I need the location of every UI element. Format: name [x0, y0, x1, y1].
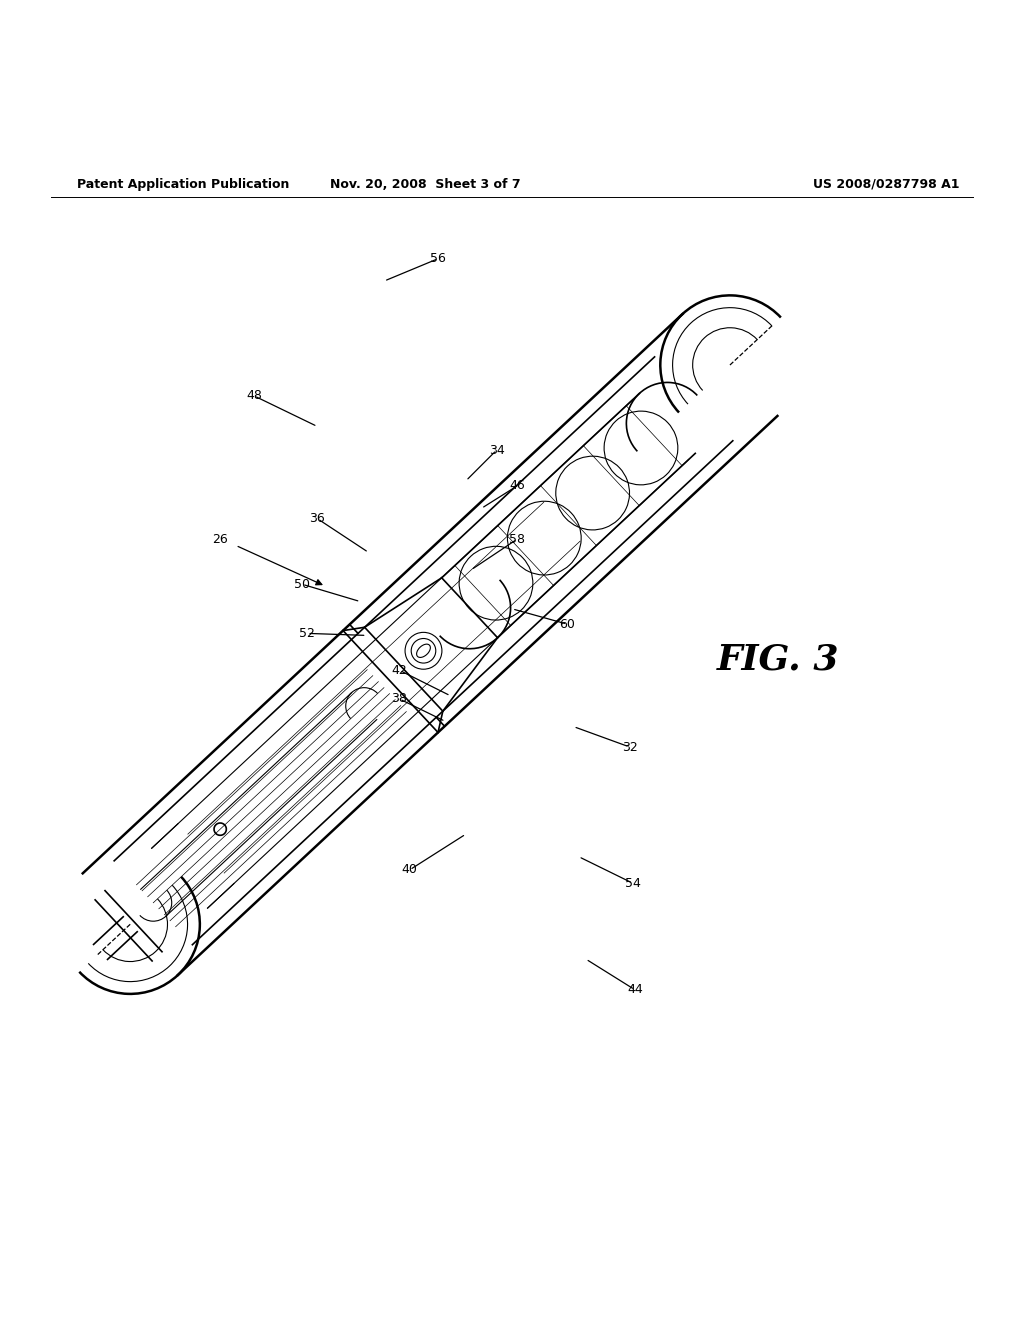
- Text: 60: 60: [559, 618, 575, 631]
- Text: 56: 56: [430, 252, 446, 265]
- Text: 26: 26: [212, 533, 228, 545]
- Text: 36: 36: [309, 512, 326, 525]
- Text: 58: 58: [509, 533, 525, 545]
- Text: 38: 38: [391, 693, 408, 705]
- Text: 52: 52: [299, 627, 315, 640]
- Text: 50: 50: [294, 578, 310, 591]
- Text: US 2008/0287798 A1: US 2008/0287798 A1: [812, 178, 959, 191]
- Text: 42: 42: [391, 664, 408, 677]
- Text: 48: 48: [246, 389, 262, 403]
- Text: 40: 40: [401, 863, 418, 876]
- Text: 34: 34: [488, 444, 505, 457]
- Text: 54: 54: [625, 876, 641, 890]
- Text: 46: 46: [509, 479, 525, 492]
- Text: 32: 32: [622, 741, 638, 754]
- Text: 44: 44: [627, 983, 643, 997]
- Text: Patent Application Publication: Patent Application Publication: [77, 178, 289, 191]
- Text: Nov. 20, 2008  Sheet 3 of 7: Nov. 20, 2008 Sheet 3 of 7: [330, 178, 520, 191]
- Text: FIG. 3: FIG. 3: [717, 643, 840, 677]
